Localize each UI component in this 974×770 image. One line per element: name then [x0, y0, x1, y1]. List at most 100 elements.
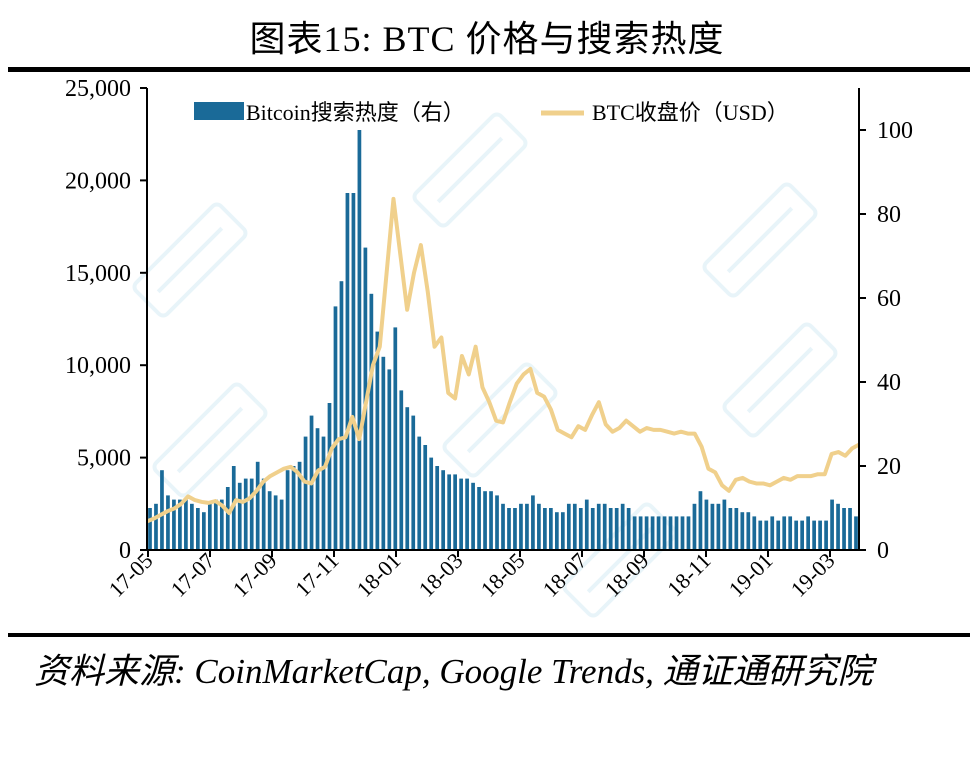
right-tick-label: 0	[877, 538, 889, 564]
search-heat-bar	[387, 369, 392, 550]
search-heat-bar	[531, 495, 535, 550]
search-heat-bar	[554, 512, 559, 550]
search-heat-bar	[405, 407, 410, 550]
search-heat-bar	[794, 520, 799, 550]
search-heat-bar	[692, 503, 697, 550]
search-heat-bar	[560, 512, 565, 550]
search-heat-bar	[213, 499, 218, 550]
search-heat-bar	[255, 461, 260, 550]
search-heat-bar	[572, 503, 577, 550]
search-heat-bar	[417, 436, 422, 550]
search-heat-bar	[261, 478, 266, 550]
search-heat-bar	[375, 331, 380, 550]
search-heat-bar	[656, 516, 661, 550]
search-heat-bar	[351, 193, 356, 550]
search-heat-bar	[710, 503, 715, 550]
search-heat-bar	[148, 508, 152, 550]
search-heat-bar	[471, 482, 475, 550]
search-heat-bar	[495, 495, 499, 550]
search-heat-bar	[620, 503, 625, 550]
search-heat-bar	[429, 457, 434, 550]
search-heat-bar	[680, 516, 685, 550]
search-heat-bar	[764, 520, 769, 550]
x-tick-label: 17-07	[166, 548, 220, 602]
x-tick-label: 18-11	[662, 548, 715, 601]
search-heat-bar	[800, 520, 805, 550]
left-tick-label: 20,000	[65, 168, 131, 194]
left-tick-label: 0	[119, 538, 131, 564]
watermark-logo	[152, 382, 268, 498]
btc-price-line	[147, 196, 859, 524]
search-heat-bar	[596, 503, 601, 550]
search-heat-bar	[782, 516, 787, 550]
search-heat-bar	[770, 516, 775, 550]
top-rule	[8, 67, 970, 72]
search-heat-bar	[608, 508, 613, 550]
search-heat-bar	[746, 512, 751, 550]
search-heat-bar	[411, 415, 416, 550]
search-heat-bar	[674, 516, 679, 550]
right-tick-label: 100	[877, 118, 913, 144]
search-heat-bar	[321, 436, 326, 550]
search-heat-bar	[423, 445, 428, 550]
x-tick-label: 19-03	[786, 548, 840, 602]
search-heat-bar	[776, 520, 781, 550]
search-heat-bar	[459, 478, 463, 550]
search-heat-bar	[333, 306, 338, 550]
search-heat-bar	[441, 470, 446, 550]
left-tick-label: 5,000	[77, 446, 131, 472]
search-heat-bar	[602, 503, 607, 550]
search-heat-bar	[447, 474, 452, 550]
right-tick-label: 40	[877, 370, 901, 396]
search-heat-bar	[166, 495, 170, 550]
search-heat-bar	[225, 487, 230, 550]
search-heat-bar	[507, 508, 511, 550]
search-heat-bar	[393, 327, 398, 550]
search-heat-bar	[806, 516, 810, 550]
left-tick-label: 25,000	[65, 76, 131, 102]
search-heat-bar	[638, 516, 643, 550]
legend-bar-swatch	[194, 102, 244, 120]
search-heat-bar	[788, 516, 793, 550]
search-heat-bar	[453, 474, 457, 550]
search-heat-bar	[297, 461, 302, 550]
search-heat-bar	[154, 503, 158, 550]
search-heat-bar	[327, 403, 332, 550]
search-heat-bar	[848, 508, 852, 550]
x-tick-label: 18-01	[352, 548, 406, 602]
search-heat-bar	[285, 470, 290, 550]
right-tick-label: 80	[877, 202, 901, 228]
search-heat-bar	[381, 356, 386, 550]
bottom-rule	[8, 633, 970, 637]
search-heat-bar	[584, 499, 589, 550]
x-tick-label: 19-01	[724, 548, 778, 602]
search-heat-bar	[758, 520, 763, 550]
search-heat-bar	[243, 478, 248, 550]
search-heat-bar	[543, 508, 547, 550]
search-heat-bar	[237, 482, 242, 550]
search-heat-bar	[752, 516, 757, 550]
search-heat-bar	[812, 520, 816, 550]
search-heat-bar	[650, 516, 655, 550]
x-tick-label: 18-09	[600, 548, 654, 602]
search-heat-bar	[207, 503, 212, 550]
search-heat-bar	[836, 503, 840, 550]
left-tick-label: 15,000	[65, 261, 131, 287]
search-heat-bar	[190, 503, 194, 550]
search-heat-bar	[357, 130, 362, 550]
search-heat-bar	[339, 281, 344, 550]
search-heat-bar	[566, 503, 571, 550]
search-heat-bar	[830, 499, 834, 550]
search-heat-bar	[279, 499, 284, 550]
right-tick-label: 60	[877, 286, 901, 312]
search-heat-bar	[160, 470, 164, 550]
search-heat-bar	[818, 520, 822, 550]
search-heat-bar	[201, 512, 206, 550]
search-heat-bar	[525, 503, 529, 550]
source-note: 资料来源: CoinMarketCap, Google Trends, 通证通研…	[34, 652, 873, 691]
search-heat-bar	[824, 520, 828, 550]
search-heat-bar	[644, 516, 649, 550]
watermark-logo	[702, 182, 818, 298]
search-heat-bar	[172, 499, 176, 550]
axes-layer	[146, 88, 860, 551]
